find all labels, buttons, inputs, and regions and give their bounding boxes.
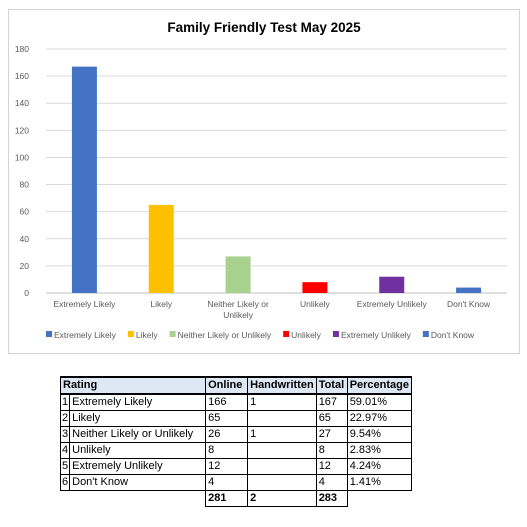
row-handwritten xyxy=(247,474,317,491)
row-online: 12 xyxy=(205,458,249,475)
row-total: 12 xyxy=(315,458,348,475)
y-axis-ticks: 0 20 40 60 80 100 120 140 160 180 xyxy=(15,44,29,298)
x-category-label: Neither Likely or Unlikely xyxy=(207,299,269,320)
chart-frame: Family Friendly Test May 2025 0 20 40 60 80 1… xyxy=(8,9,520,354)
bar xyxy=(71,66,97,293)
legend: Extremely Likely Likely Neither Likely or … xyxy=(46,330,475,340)
bar xyxy=(225,256,251,293)
bars xyxy=(71,66,482,293)
header-handwritten: Handwritten xyxy=(247,376,317,395)
row-handwritten: 1 xyxy=(247,393,317,411)
legend-swatch xyxy=(422,331,429,337)
y-tick-label: 180 xyxy=(15,44,29,54)
table-row: 2 Likely 65 65 22.97% xyxy=(59,410,413,427)
row-percentage: 1.41% xyxy=(346,474,413,491)
row-index: 4 xyxy=(59,442,71,459)
row-index: 3 xyxy=(59,426,71,443)
row-percentage: 2.83% xyxy=(346,442,413,459)
legend-label: Don't Know xyxy=(431,330,475,340)
legend-label: Neither Likely or Unlikely xyxy=(178,330,272,340)
row-rating: Extremely Likely xyxy=(69,393,207,411)
row-rating: Unlikely xyxy=(69,442,207,459)
row-total: 4 xyxy=(315,474,348,491)
x-category-label: Don't Know xyxy=(447,299,491,309)
x-category-label: Extremely Likely xyxy=(53,299,116,309)
table-header-row: Rating Online Handwritten Total Percenta… xyxy=(59,376,413,395)
total-handwritten: 2 xyxy=(247,490,317,507)
row-online: 4 xyxy=(205,474,249,491)
row-online: 26 xyxy=(205,426,249,443)
legend-label: Unlikely xyxy=(291,330,322,340)
table-row: 3 Neither Likely or Unlikely 26 1 27 9.5… xyxy=(59,426,413,443)
y-tick-label: 60 xyxy=(20,207,30,217)
row-index: 6 xyxy=(59,474,71,491)
legend-swatch xyxy=(283,331,290,337)
y-tick-label: 140 xyxy=(15,98,29,108)
x-category-label: Extremely Unlikely xyxy=(357,299,428,309)
y-tick-label: 120 xyxy=(15,125,29,135)
row-percentage: 9.54% xyxy=(346,426,413,443)
legend-label: Extremely Unlikely xyxy=(341,330,412,340)
row-handwritten xyxy=(247,458,317,475)
row-rating: Don't Know xyxy=(69,474,207,491)
header-total: Total xyxy=(315,376,348,395)
row-index: 5 xyxy=(59,458,71,475)
row-index: 2 xyxy=(59,410,71,427)
row-handwritten xyxy=(247,442,317,459)
table-row: 1 Extremely Likely 166 1 167 59.01% xyxy=(59,393,413,411)
y-tick-label: 20 xyxy=(20,261,30,271)
bar xyxy=(456,287,482,293)
legend-label: Extremely Likely xyxy=(54,330,117,340)
row-total: 65 xyxy=(315,410,348,427)
chart-title: Family Friendly Test May 2025 xyxy=(167,20,361,35)
row-rating: Extremely Unlikely xyxy=(69,458,207,475)
row-percentage: 59.01% xyxy=(346,393,413,411)
legend-swatch xyxy=(127,331,134,337)
row-total: 27 xyxy=(315,426,348,443)
bar xyxy=(379,276,405,293)
header-rating: Rating xyxy=(59,376,207,395)
y-tick-label: 100 xyxy=(15,152,29,162)
header-percentage: Percentage xyxy=(346,376,413,395)
y-tick-label: 160 xyxy=(15,71,29,81)
legend-swatch xyxy=(46,331,52,337)
row-handwritten: 1 xyxy=(247,426,317,443)
legend-swatch xyxy=(169,331,176,337)
row-rating: Neither Likely or Unlikely xyxy=(69,426,207,443)
row-percentage: 4.24% xyxy=(346,458,413,475)
gridlines xyxy=(46,48,507,294)
row-handwritten xyxy=(247,410,317,427)
row-online: 8 xyxy=(205,442,249,459)
bar xyxy=(302,282,328,293)
row-online: 65 xyxy=(205,410,249,427)
table-body: 1 Extremely Likely 166 1 167 59.01% 2 Li… xyxy=(59,393,413,491)
row-total: 167 xyxy=(315,393,348,411)
total-total: 283 xyxy=(315,490,348,507)
totals-blank xyxy=(61,491,206,507)
x-axis-categories: Extremely Likely Likely Neither Likely or U… xyxy=(53,299,491,320)
bar-chart: Family Friendly Test May 2025 0 20 40 60 80 1… xyxy=(15,20,507,340)
totals-blank-end xyxy=(347,491,411,507)
y-tick-label: 80 xyxy=(20,180,30,190)
x-category-label: Unlikely xyxy=(300,299,331,309)
y-tick-label: 0 xyxy=(24,288,29,298)
legend-label: Likely xyxy=(136,330,158,340)
totals-row: 281 2 283 xyxy=(61,490,412,507)
row-percentage: 22.97% xyxy=(346,410,413,427)
table-row: 6 Don't Know 4 4 1.41% xyxy=(59,474,413,491)
table-row: 5 Extremely Unlikely 12 12 4.24% xyxy=(59,458,413,475)
row-index: 1 xyxy=(59,393,71,411)
row-total: 8 xyxy=(315,442,348,459)
x-category-label: Likely xyxy=(150,299,172,309)
y-tick-label: 40 xyxy=(20,234,30,244)
total-online: 281 xyxy=(205,490,249,507)
results-table: Rating Online Handwritten Total Percenta… xyxy=(59,376,413,507)
legend-swatch xyxy=(332,331,339,337)
row-online: 166 xyxy=(205,393,249,411)
header-online: Online xyxy=(205,376,249,395)
table-row: 4 Unlikely 8 8 2.83% xyxy=(59,442,413,459)
row-rating: Likely xyxy=(69,410,207,427)
bar xyxy=(148,204,174,293)
